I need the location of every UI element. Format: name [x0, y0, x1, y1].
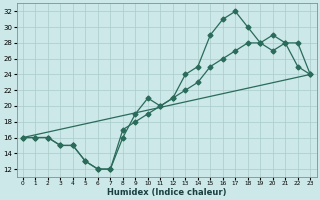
X-axis label: Humidex (Indice chaleur): Humidex (Indice chaleur)	[107, 188, 226, 197]
